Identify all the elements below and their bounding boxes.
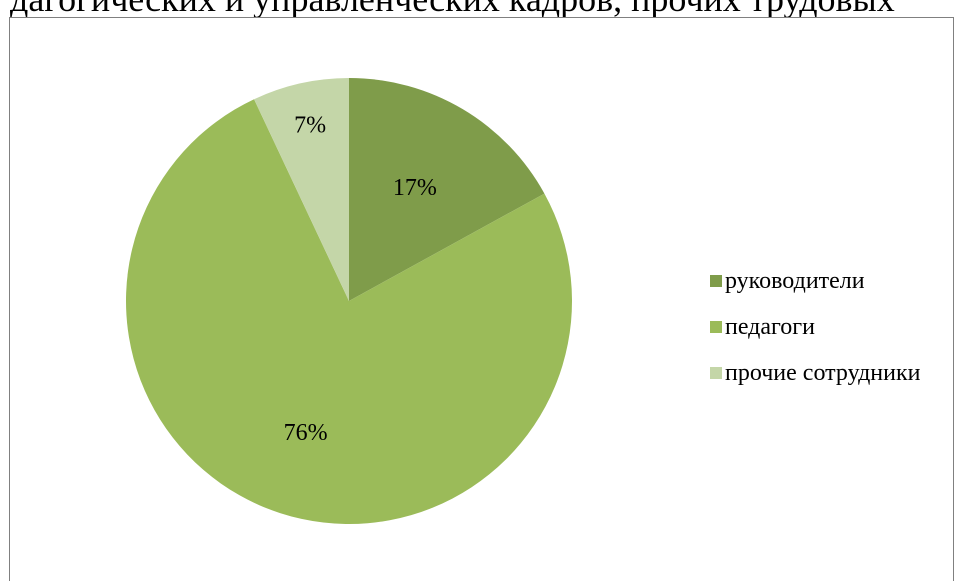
legend-label-prochie: прочие сотрудники bbox=[725, 359, 921, 386]
slice-label-pedagogi: 76% bbox=[284, 420, 328, 446]
legend-label-rukovoditeli: руководители bbox=[725, 267, 865, 294]
header-text-fragment: дагогических и управленческих кадров, пр… bbox=[10, 0, 895, 20]
legend-label-pedagogi: педагоги bbox=[725, 313, 815, 340]
chart-area: 17% 76% 7% руководители педагоги прочие со… bbox=[9, 17, 954, 581]
slice-label-prochie: 7% bbox=[294, 112, 326, 138]
legend-swatch-prochie bbox=[710, 367, 722, 379]
pie-slice-pedagogi bbox=[125, 99, 572, 524]
slice-label-rukovoditeli: 17% bbox=[393, 175, 437, 201]
pie-chart: 17% 76% 7% bbox=[125, 78, 572, 524]
legend-item-pedagogi: педагоги bbox=[710, 304, 920, 350]
legend-swatch-rukovoditeli bbox=[710, 275, 722, 287]
legend-item-rukovoditeli: руководители bbox=[710, 258, 920, 304]
pie-slice-prochie bbox=[254, 78, 349, 301]
pie-slice-rukovoditeli bbox=[349, 78, 545, 301]
legend-item-prochie: прочие сотрудники bbox=[710, 350, 920, 396]
legend-swatch-pedagogi bbox=[710, 321, 722, 333]
chart-legend: руководители педагоги прочие сотрудники bbox=[710, 258, 920, 396]
